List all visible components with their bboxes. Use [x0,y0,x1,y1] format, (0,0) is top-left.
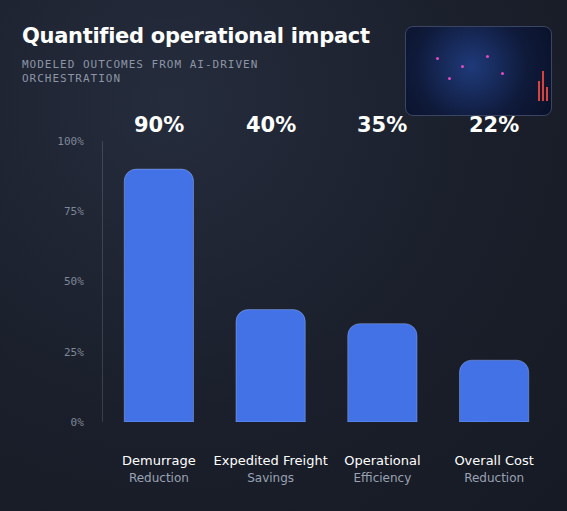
svg-text:0%: 0% [71,416,85,429]
svg-text:75%: 75% [64,205,84,218]
html-text:Quantified operational impact: Quantified operational impact [22,24,370,48]
svg-text:25%: 25% [64,346,84,359]
svg-text:35%: 35% [357,113,407,137]
html-text:MODELED OUTCOMES FROM AI-DRIVE: MODELED OUTCOMES FROM AI-DRIVEN ORCHESTR… [22,58,259,85]
svg-text:50%: 50% [64,275,84,288]
svg-text:90%: 90% [134,113,184,137]
svg-text:OperationalEfficiency: OperationalEfficiency [344,453,420,485]
svg-text:Overall CostReduction: Overall CostReduction [454,453,534,485]
svg-text:40%: 40% [246,113,296,137]
svg-text:22%: 22% [469,113,519,137]
svg-text:DemurrageReduction: DemurrageReduction [122,453,196,485]
svg-text:Expedited FreightSavings: Expedited FreightSavings [213,453,327,485]
svg-text:100%: 100% [57,135,84,148]
